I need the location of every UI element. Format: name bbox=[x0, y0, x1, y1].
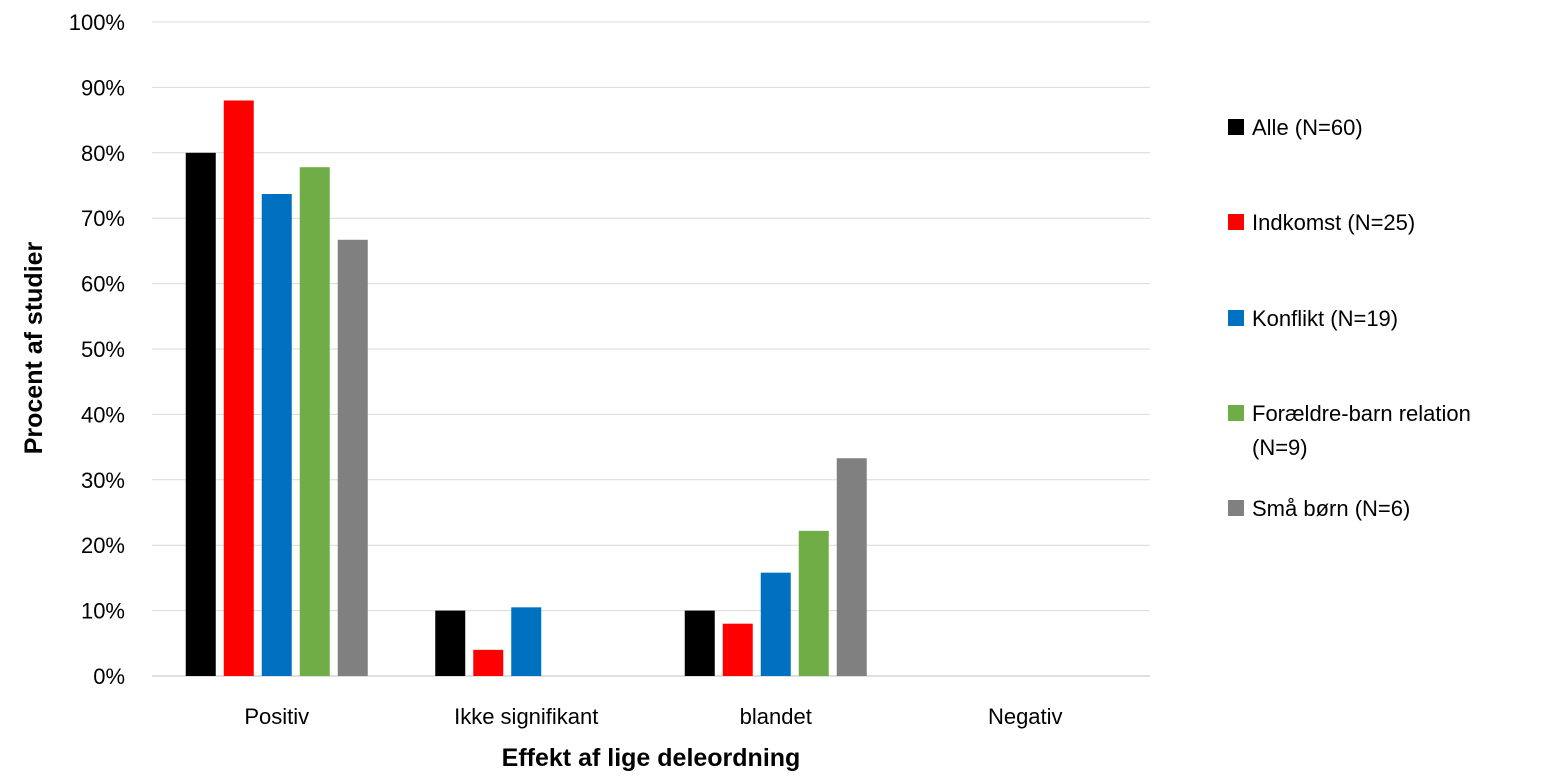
y-tick-label: 60% bbox=[81, 272, 125, 297]
x-axis-tick-labels: Positiv Ikke signifikant blandet Negativ bbox=[244, 704, 1062, 729]
legend-swatch bbox=[1228, 214, 1244, 230]
x-tick-label: Positiv bbox=[244, 704, 309, 729]
y-tick-label: 70% bbox=[81, 206, 125, 231]
y-tick-label: 100% bbox=[69, 10, 125, 35]
y-tick-label: 0% bbox=[93, 664, 125, 689]
legend-swatch bbox=[1228, 405, 1244, 421]
legend-swatch bbox=[1228, 310, 1244, 326]
bar bbox=[684, 610, 715, 676]
legend-swatch bbox=[1228, 500, 1244, 516]
legend: Alle (N=60) Indkomst (N=25) Konflikt (N=19… bbox=[1228, 115, 1471, 521]
y-axis-title: Procent af studier bbox=[20, 241, 48, 454]
y-tick-label: 30% bbox=[81, 468, 125, 493]
bar bbox=[722, 623, 753, 676]
y-tick-label: 40% bbox=[81, 402, 125, 427]
bar bbox=[337, 239, 368, 677]
bar bbox=[299, 167, 330, 677]
bar bbox=[473, 649, 504, 676]
legend-label: Små børn (N=6) bbox=[1252, 496, 1410, 521]
y-tick-label: 50% bbox=[81, 337, 125, 362]
x-tick-label: Ikke signifikant bbox=[454, 704, 598, 729]
bar bbox=[836, 458, 867, 676]
bar bbox=[511, 607, 542, 676]
legend-label: Forældre-barn relation bbox=[1252, 401, 1471, 426]
y-tick-label: 90% bbox=[81, 75, 125, 100]
y-tick-label: 10% bbox=[81, 599, 125, 624]
bars bbox=[185, 100, 867, 677]
x-axis-title: Effekt af lige deleordning bbox=[502, 744, 801, 772]
bar bbox=[261, 194, 292, 676]
x-tick-label: Negativ bbox=[988, 704, 1063, 729]
bar bbox=[223, 100, 254, 677]
legend-label: Indkomst (N=25) bbox=[1252, 210, 1415, 235]
y-axis-tick-labels: 0% 10% 20% 30% 40% 50% 60% 70% 80% 90% 100% bbox=[69, 10, 125, 689]
bar bbox=[798, 530, 829, 676]
bar bbox=[760, 572, 791, 676]
bar bbox=[435, 610, 466, 676]
y-tick-label: 20% bbox=[81, 533, 125, 558]
legend-label: Konflikt (N=19) bbox=[1252, 306, 1398, 331]
legend-swatch bbox=[1228, 119, 1244, 135]
legend-label: Alle (N=60) bbox=[1252, 115, 1363, 140]
y-tick-label: 80% bbox=[81, 141, 125, 166]
legend-label: (N=9) bbox=[1252, 435, 1308, 460]
x-tick-label: blandet bbox=[740, 704, 812, 729]
bar bbox=[185, 152, 216, 677]
